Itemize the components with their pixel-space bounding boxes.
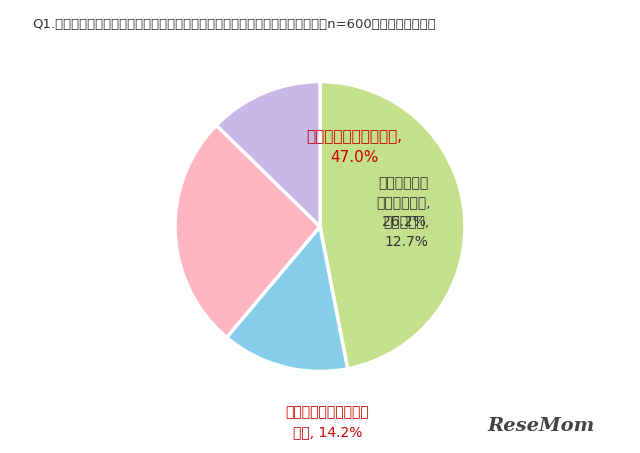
Wedge shape bbox=[216, 82, 320, 226]
Text: Q1.あなたのお子さまの通塾状況についてあてはまるものをお選びください。（n=600・単一回答方式）: Q1.あなたのお子さまの通塾状況についてあてはまるものをお選びください。（n=6… bbox=[32, 18, 436, 31]
Wedge shape bbox=[320, 82, 465, 369]
Wedge shape bbox=[175, 125, 320, 337]
Text: わからない,
12.7%: わからない, 12.7% bbox=[383, 216, 430, 249]
Text: 今後、塾に通
う予定はない,
26.2%: 今後、塾に通 う予定はない, 26.2% bbox=[376, 177, 431, 230]
Wedge shape bbox=[227, 226, 348, 371]
Text: 現在、塾に通っている,
47.0%: 現在、塾に通っている, 47.0% bbox=[307, 129, 403, 165]
Text: ReseMom: ReseMom bbox=[488, 417, 595, 435]
Text: 今後、塾に通う予定が
ある, 14.2%: 今後、塾に通う予定が ある, 14.2% bbox=[285, 405, 369, 439]
